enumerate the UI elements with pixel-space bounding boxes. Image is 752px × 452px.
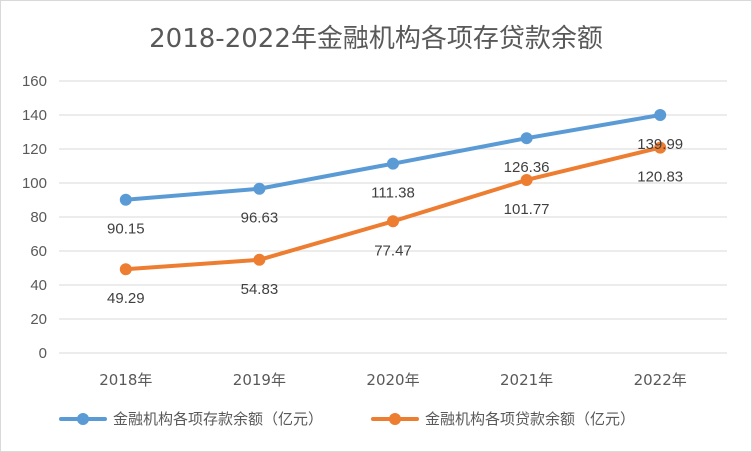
y-tick-label: 60 [30, 243, 47, 260]
y-tick-label: 0 [39, 345, 47, 362]
x-axis-categories: 2018年 2019年 2020年 2021年 2022年 [99, 371, 687, 389]
y-tick-label: 40 [30, 277, 47, 294]
data-label: 101.77 [504, 201, 550, 218]
x-category-label: 2019年 [233, 371, 286, 389]
y-tick-label: 80 [30, 209, 47, 226]
data-label: 96.63 [241, 210, 279, 227]
data-point [119, 263, 132, 276]
y-tick-label: 160 [22, 73, 47, 90]
x-category-label: 2018年 [99, 371, 152, 389]
legend-label: 金融机构各项贷款余额（亿元） [425, 410, 635, 428]
y-axis-ticks: 0 20 40 60 80 100 120 140 160 [22, 73, 47, 362]
data-point [654, 141, 667, 154]
legend-marker [389, 413, 401, 425]
data-point [520, 132, 533, 145]
data-label: 111.38 [371, 185, 415, 202]
series-lines [119, 109, 667, 276]
data-point [253, 253, 266, 266]
x-category-label: 2020年 [366, 371, 419, 389]
chart-title: 2018-2022年金融机构各项存贷款余额 [149, 24, 603, 54]
x-category-label: 2022年 [634, 371, 687, 389]
y-tick-label: 20 [30, 311, 47, 328]
y-tick-label: 100 [22, 175, 47, 192]
x-category-label: 2021年 [500, 371, 553, 389]
data-point [520, 173, 533, 186]
legend-marker [77, 413, 89, 425]
y-tick-label: 140 [22, 107, 47, 124]
data-point [654, 109, 667, 122]
y-tick-label: 120 [22, 141, 47, 158]
data-label: 120.83 [637, 169, 683, 186]
data-label: 77.47 [374, 242, 412, 259]
data-label: 90.15 [107, 221, 145, 238]
data-point [119, 193, 132, 206]
legend: 金融机构各项存款余额（亿元） 金融机构各项贷款余额（亿元） [59, 410, 635, 428]
data-label: 49.29 [107, 290, 145, 307]
legend-label: 金融机构各项存款余额（亿元） [113, 410, 323, 428]
data-point [253, 182, 266, 195]
data-labels: 90.15 96.63 111.38 126.36 139.99 49.29 54.83 77… [107, 136, 683, 307]
data-point [387, 157, 399, 170]
data-label: 126.36 [504, 159, 550, 176]
data-label: 54.83 [241, 281, 279, 298]
data-point [387, 215, 399, 228]
data-label: 139.99 [637, 136, 683, 153]
